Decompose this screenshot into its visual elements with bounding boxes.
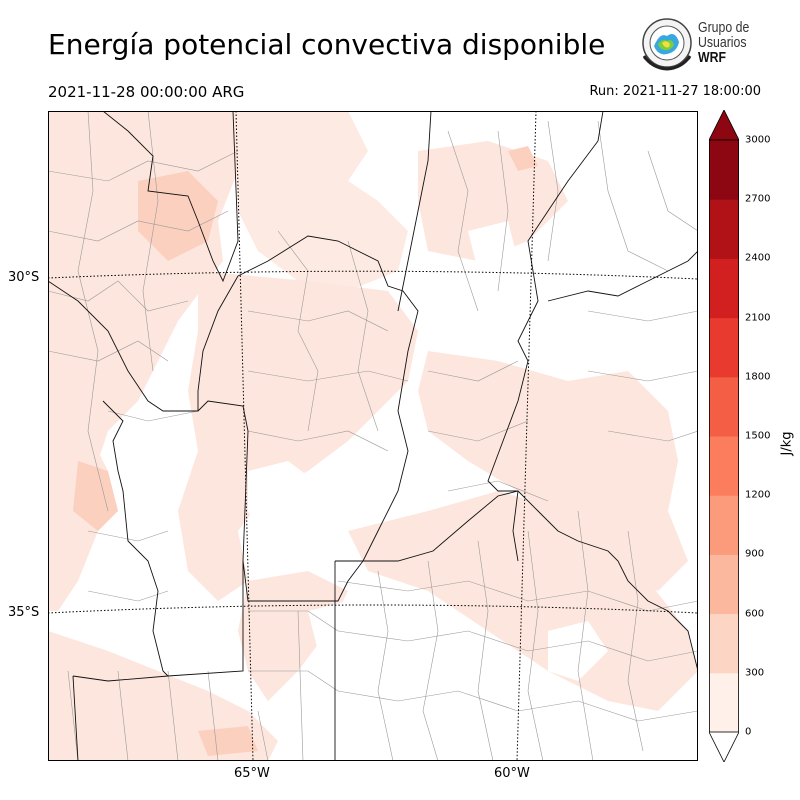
border-3 [197,275,239,411]
colorbar-tick-label: 2400 [745,252,771,264]
colorbar-tick-label: 2700 [745,193,771,205]
cape-fill-layer-2 [73,146,538,756]
cape-core-1 [138,171,218,261]
logo-line-3: WRF [698,49,727,66]
cape-core-3 [198,726,258,756]
cape-core-2 [73,461,118,531]
parallel-35s [48,604,698,614]
colorbar-frame [709,139,739,733]
colorbar-tick-label: 600 [745,608,765,620]
colorbar-tick-label: 3000 [745,134,771,146]
cape-region-northeast [418,141,568,261]
colorbar-segment [709,317,739,378]
no-cape-gaps [248,221,608,681]
valid-time: 2021-11-28 00:00:00 ARG [48,83,245,101]
border-7 [72,675,169,682]
cape-map [48,111,698,761]
cape-region-east [418,351,688,591]
border-4 [237,235,419,562]
colorbar-tick-label: 900 [745,548,765,560]
colorbar-segment [709,376,739,437]
lat-label-30s: 30°S [8,270,40,285]
border-6 [242,560,364,602]
cape-region-southwest [48,631,278,761]
border-8 [72,675,79,761]
colorbar-extend-max [709,110,739,141]
lon-label-60w: 60°W [494,766,530,781]
colorbar-segment [709,554,739,615]
cape-core-4 [508,146,538,171]
lat-label-35s: 35°S [8,605,40,620]
colorbar-extend-min [709,731,739,762]
colorbar [709,110,739,762]
colorbar-segment [709,258,739,319]
colorbar-tick-label: 2100 [745,312,771,324]
logo-line-2: Usuarios [698,34,747,51]
map-frame [48,111,698,761]
colorbar-tick-label: 300 [745,667,765,679]
parallel-30s [48,270,698,280]
border-11 [397,111,432,312]
wrf-logo: Grupo de Usuarios WRF [638,16,763,72]
colorbar-unit: J/kg [779,431,795,456]
colorbar-segment [709,672,739,733]
border-2 [48,280,249,432]
border-13 [547,250,698,302]
border-14 [512,490,519,562]
chart-title: Energía potencial convectiva disponible [48,28,606,61]
cape-region-south-central [238,571,348,701]
cape-region-northcentral [233,111,408,291]
logo-seal-icon [642,18,692,71]
cape-region-center [178,271,418,601]
cape-region-southeast [348,491,698,711]
graticule [48,111,698,761]
colorbar-tick-label: 1200 [745,489,771,501]
colorbar-tick-label: 0 [745,726,752,738]
border-5 [102,400,249,677]
colorbar-tick-label: 1500 [745,430,771,442]
department-boundaries [48,111,698,761]
border-1 [102,111,239,283]
colorbar-segment [709,436,739,496]
logo-line-1: Grupo de [698,19,750,36]
colorbar-segment [709,613,739,674]
colorbar-tick-label: 1800 [745,371,771,383]
colorbar-segment [709,199,739,259]
border-12 [431,111,698,761]
lon-label-65w: 65°W [234,766,270,781]
border-10 [335,490,519,562]
colorbar-segment [709,140,739,200]
colorbar-segment [709,495,739,555]
run-time: Run: 2021-11-27 18:00:00 [589,84,761,99]
province-boundaries [48,111,698,761]
